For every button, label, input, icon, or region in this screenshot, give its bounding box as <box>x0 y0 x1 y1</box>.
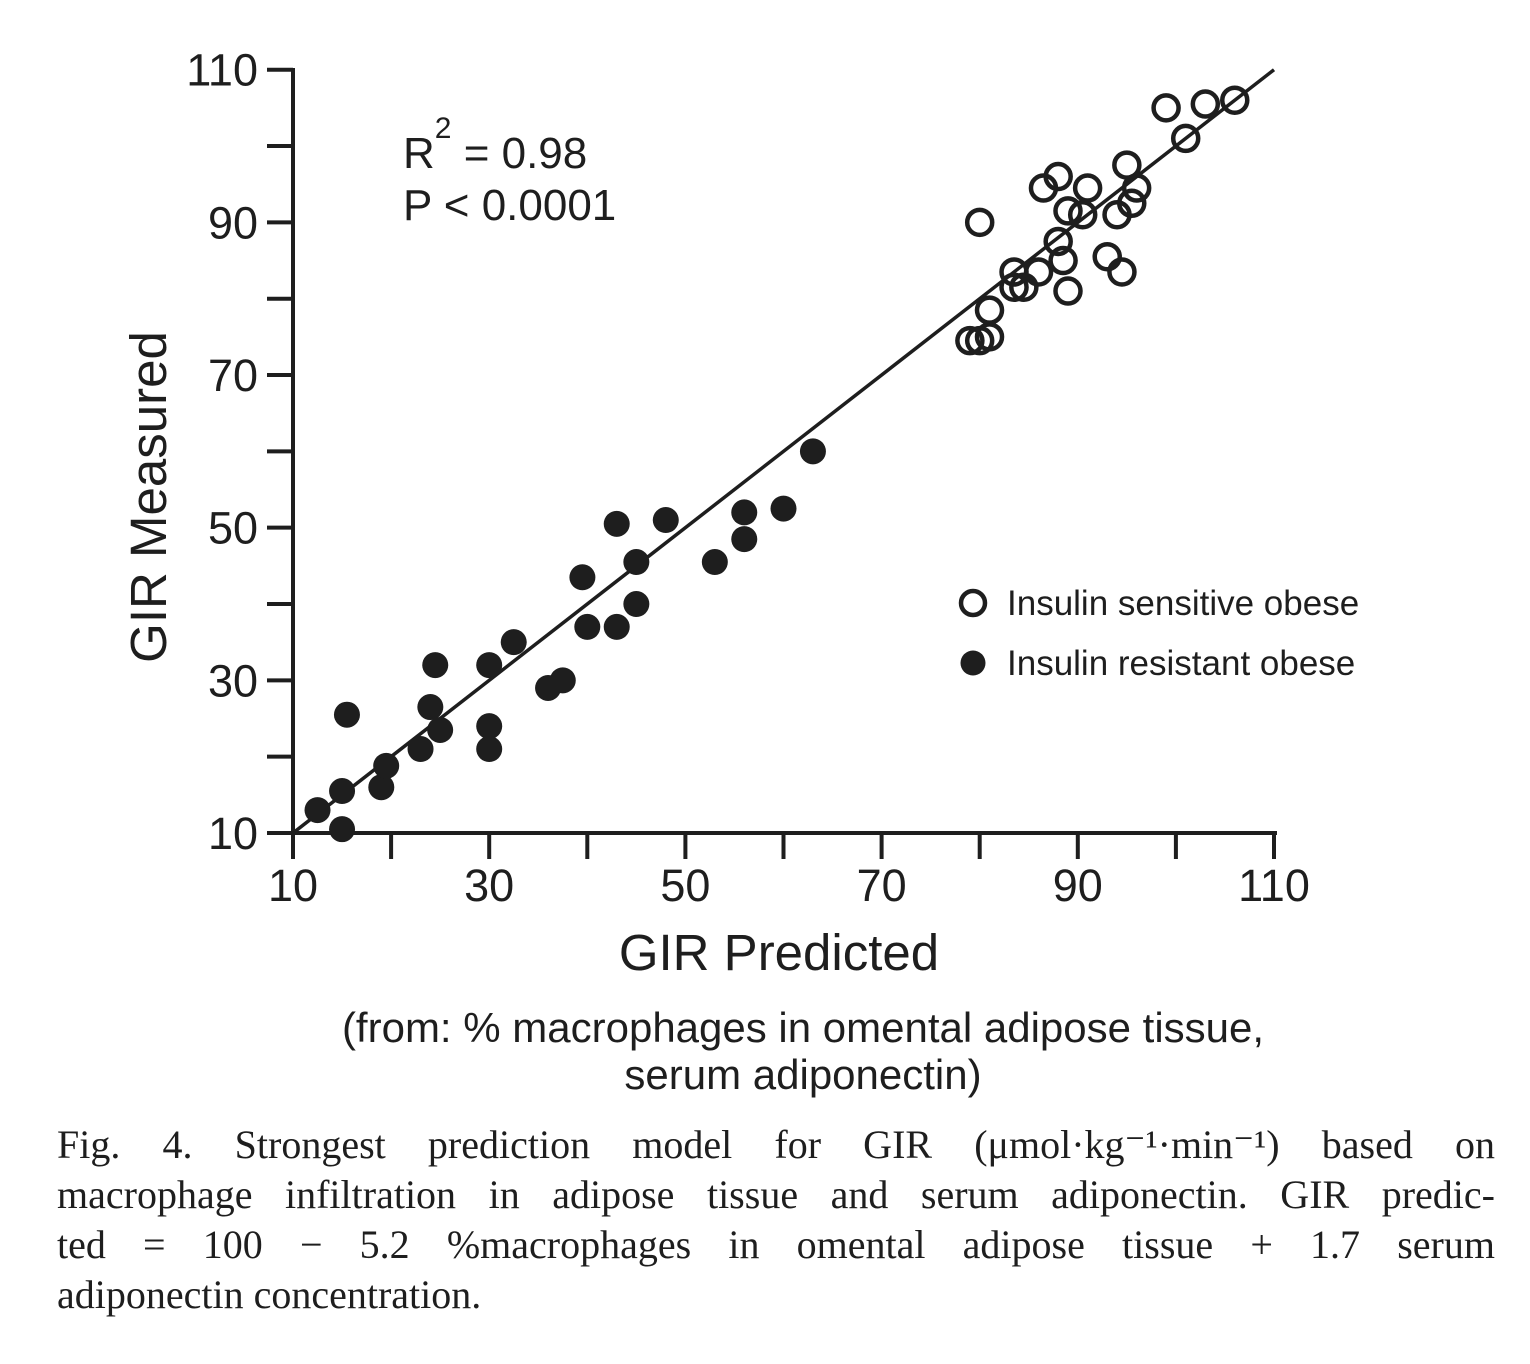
data-point-open <box>1067 199 1098 230</box>
data-point-filled <box>603 510 630 537</box>
open-circle-marker-icon <box>958 588 988 618</box>
x-axis-tick-labels: 10 30 50 70 90 110 <box>268 860 1310 911</box>
x-axis-subtitle-line2: serum adiponectin) <box>624 1051 981 1098</box>
data-point-open <box>999 272 1029 302</box>
data-point-open <box>1117 188 1147 219</box>
y-tick-label: 110 <box>186 45 258 96</box>
y-tick-label: 50 <box>208 503 258 554</box>
x-axis-ticks <box>291 833 1276 859</box>
data-point-filled <box>427 716 454 743</box>
scatter-plot: 10 30 50 70 90 110 GIR Measured 10 30 50 70 90 110… <box>120 45 1359 1098</box>
x-tick-label: 70 <box>857 860 907 911</box>
data-point-open <box>1107 257 1137 287</box>
y-tick-label: 10 <box>208 808 258 859</box>
stats-annotation: R2 = 0.98 P < 0.0001 <box>403 112 616 230</box>
data-point-filled <box>500 629 527 656</box>
data-point-open <box>964 207 995 238</box>
x-tick-label: 10 <box>268 860 318 911</box>
data-point-filled <box>701 549 728 576</box>
data-point-filled <box>476 736 503 763</box>
data-points-layer <box>304 85 1250 843</box>
data-point-filled <box>574 613 601 640</box>
data-point-open <box>1151 93 1181 123</box>
data-point-filled <box>623 549 650 576</box>
x-axis: 10 30 50 70 90 110 GIR Predicted (from: % mac… <box>268 831 1310 1098</box>
data-point-open <box>1072 173 1103 203</box>
data-point-filled <box>731 499 758 526</box>
x-tick-label: 30 <box>464 860 514 911</box>
data-point-open <box>1043 161 1073 192</box>
data-point-open <box>1092 241 1122 272</box>
data-point-filled <box>770 495 797 522</box>
data-point-filled <box>623 591 650 618</box>
data-point-open <box>1053 196 1083 226</box>
x-tick-label: 50 <box>660 860 710 911</box>
data-point-filled <box>329 816 356 843</box>
data-point-filled <box>304 797 331 824</box>
data-point-filled <box>422 652 449 679</box>
caption-line: ted = 100 − 5.2 %macrophages in omental … <box>57 1222 1495 1267</box>
data-point-filled <box>373 752 400 779</box>
data-point-open <box>1043 226 1073 257</box>
data-point-filled <box>329 778 356 805</box>
x-axis-subtitle-line1: (from: % macrophages in omental adipose … <box>342 1004 1264 1051</box>
data-point-open <box>1190 89 1221 119</box>
y-tick-label: 30 <box>208 655 258 706</box>
data-point-filled <box>407 736 434 763</box>
data-point-open <box>1048 245 1078 276</box>
x-tick-label: 90 <box>1053 860 1103 911</box>
y-axis-title: GIR Measured <box>120 331 177 663</box>
p-value-text: P < 0.0001 <box>403 181 616 230</box>
data-point-open <box>1023 257 1054 287</box>
data-point-filled <box>476 652 503 679</box>
x-axis-title: GIR Predicted <box>619 924 939 981</box>
data-point-filled <box>549 667 576 694</box>
legend-item-sensitive: Insulin sensitive obese <box>958 584 1359 623</box>
regression-line <box>291 68 1276 835</box>
caption-line: macrophage infiltration in adipose tissu… <box>57 1172 1495 1217</box>
y-axis-tick-labels: 10 30 50 70 90 110 <box>186 45 258 859</box>
data-point-filled <box>569 564 596 591</box>
data-point-open <box>955 325 985 356</box>
data-point-open <box>1053 276 1083 306</box>
legend-item-resistant: Insulin resistant obese <box>960 644 1355 683</box>
legend-label-resistant: Insulin resistant obese <box>1007 644 1355 683</box>
caption-line: Fig. 4. Strongest prediction model for G… <box>57 1122 1495 1167</box>
y-axis-ticks <box>267 67 293 835</box>
filled-circle-marker-icon <box>960 650 986 676</box>
legend-label-sensitive: Insulin sensitive obese <box>1007 584 1359 623</box>
r-squared-text: R2 = 0.98 <box>403 112 587 178</box>
data-point-filled <box>333 701 360 728</box>
data-point-open <box>974 295 1005 325</box>
x-tick-label: 110 <box>1238 860 1310 911</box>
data-point-filled <box>368 774 395 801</box>
legend: Insulin sensitive obese Insulin resistan… <box>958 584 1359 683</box>
data-point-filled <box>417 694 444 721</box>
figure-caption: Fig. 4. Strongest prediction model for G… <box>57 1120 1495 1320</box>
data-point-open <box>1009 272 1039 302</box>
caption-line: adiponectin concentration. <box>57 1272 482 1317</box>
y-axis: 10 30 50 70 90 110 GIR Measured <box>120 45 295 859</box>
data-point-filled <box>652 507 679 534</box>
data-point-filled <box>799 438 826 465</box>
data-point-open <box>1112 150 1142 180</box>
data-point-filled <box>476 713 503 740</box>
y-tick-label: 70 <box>208 350 258 401</box>
data-point-filled <box>603 613 630 640</box>
data-point-open <box>1170 123 1201 154</box>
data-point-open <box>1220 85 1250 115</box>
data-point-filled <box>731 526 758 553</box>
y-tick-label: 90 <box>208 197 258 248</box>
